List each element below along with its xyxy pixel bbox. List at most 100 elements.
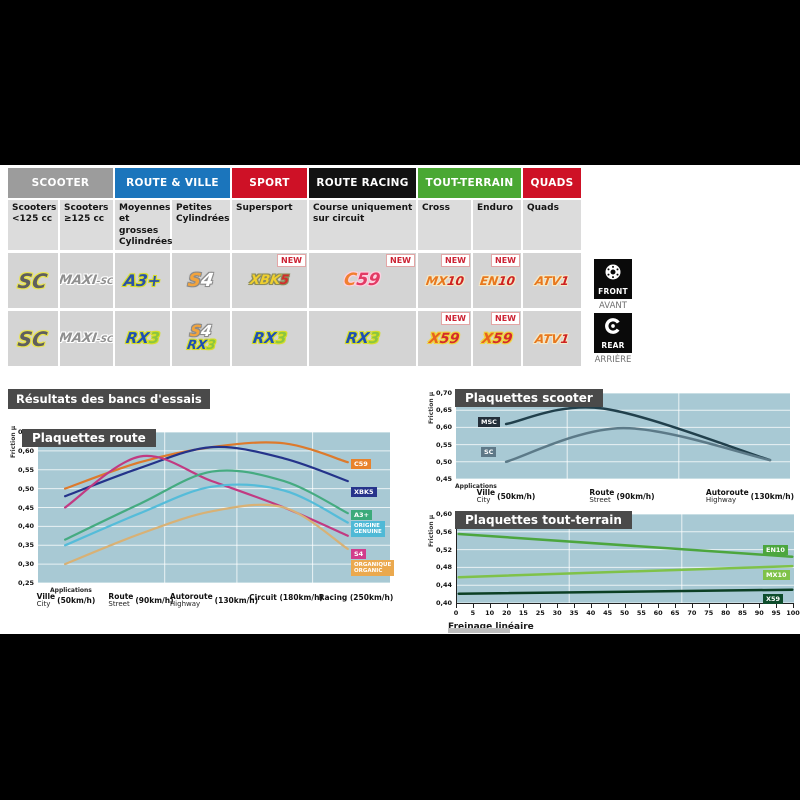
- x-tick-mark: [472, 603, 474, 608]
- y-tick-label: 0,30: [17, 560, 34, 569]
- x-tick-mark: [759, 603, 761, 608]
- series-label-s4: S4: [351, 549, 367, 560]
- tout-terrain-chart-title: Plaquettes tout-terrain: [455, 511, 632, 529]
- y-tick-label: 0,65: [435, 406, 452, 415]
- group-header-sport: SPORT: [232, 168, 307, 198]
- x-tick-label: 100: [786, 609, 800, 617]
- x-tick-mark: [793, 603, 794, 608]
- brake-disc-front-icon: [603, 262, 623, 286]
- rear-cell-scooters-125-cc: MAXI-SC: [60, 311, 113, 366]
- x-category-autoroute: Autoroute Highway (130km/h): [169, 592, 259, 608]
- front-cell-quads: ATV1: [523, 253, 581, 308]
- new-badge: NEW: [491, 312, 520, 325]
- series-label-c59: C59: [351, 459, 371, 470]
- scooter-chart-title: Plaquettes scooter: [455, 389, 603, 407]
- logo-atv1: ATV1: [534, 273, 570, 288]
- new-badge: NEW: [277, 254, 306, 267]
- front-cell-cross: NEW MX10: [418, 253, 471, 308]
- series-label-a3: A3+: [351, 510, 372, 521]
- route-chart-svg: [38, 432, 390, 583]
- x-tick-mark: [574, 603, 575, 608]
- x-tick-label: 20: [502, 609, 512, 617]
- logo-rx3: RX3: [344, 329, 381, 347]
- x-tick-label: 35: [569, 609, 579, 617]
- y-tick-label: 0,44: [435, 581, 452, 590]
- scooter-chart-plot: [456, 393, 790, 479]
- logo-xbk5: XBK5: [248, 273, 291, 288]
- x-tick-mark: [675, 603, 676, 608]
- brake-pad-application-table: SCOOTER ROUTE & VILLE SPORT ROUTE RACING TOU…: [8, 168, 601, 366]
- series-label-sc: SC: [481, 447, 497, 458]
- x-tick-label: 85: [737, 609, 748, 617]
- series-line-s4: [63, 454, 349, 537]
- group-header-route-racing: ROUTE RACING: [309, 168, 416, 198]
- series-label-msc: MSC: [478, 417, 500, 428]
- rear-cell-course-uniquement-sur-circuit: RX3: [309, 311, 416, 366]
- group-header-tout-terrain: TOUT-TERRAIN: [418, 168, 521, 198]
- x-category-route: Route Street (90km/h): [108, 592, 174, 608]
- x-tick-label: 70: [687, 609, 697, 617]
- subcategory-quads: Quads: [523, 200, 581, 250]
- x-tick-mark: [607, 603, 609, 608]
- logo-atv1: ATV1: [534, 331, 570, 346]
- series-label-en10: EN10: [763, 545, 788, 556]
- series-label-origine: ORIGINE GENUINE: [351, 521, 385, 537]
- rear-cell-quads: ATV1: [523, 311, 581, 366]
- x-tick-mark: [641, 603, 643, 608]
- x-tick-label: 25: [535, 609, 545, 617]
- gray-smudge: [448, 628, 510, 633]
- logo-rx3: RX3: [185, 337, 217, 353]
- subcategory-header-row: Scooters <125 cc Scooters ≥125 cc Moyennes…: [8, 200, 581, 250]
- rear-cell-moyennes-et-grosses-cylindr-es: RX3: [115, 311, 170, 366]
- logo-maxisc: MAXI-SC: [60, 331, 113, 346]
- x-category-route: Route Street (90km/h): [589, 488, 655, 504]
- x-tick-label: 90: [754, 609, 764, 617]
- subcategory-moyennes-et-grosses-cylindr-es: Moyennes et grosses Cylindrées: [115, 200, 173, 250]
- series-line-origine: [63, 483, 349, 547]
- logo-rx3: RX3: [124, 329, 161, 347]
- x-tick-label: 30: [552, 609, 562, 617]
- x-tick-mark: [540, 603, 542, 608]
- x-tick-mark: [590, 603, 592, 608]
- series-line-sc: [504, 426, 772, 464]
- rear-cell-enduro: NEW X59: [473, 311, 521, 366]
- group-header-route-ville: ROUTE & VILLE: [115, 168, 230, 198]
- series-label-x59: X59: [763, 594, 784, 605]
- category-header-row: SCOOTER ROUTE & VILLE SPORT ROUTE RACING TOU…: [8, 168, 581, 198]
- y-tick-label: 0,45: [435, 475, 452, 483]
- x-tick-label: 5: [470, 609, 476, 617]
- y-tick-label: 0,40: [17, 522, 34, 531]
- y-tick-label: 0,45: [17, 503, 34, 512]
- x-tick-mark: [708, 603, 710, 608]
- rear-axle-badge: REAR: [594, 313, 632, 353]
- x-tick-mark: [506, 603, 508, 608]
- x-tick-mark: [523, 603, 525, 608]
- logo-x59: X59: [428, 330, 461, 347]
- logo-sc: SC: [16, 268, 50, 293]
- scooter-applications-note: Applications: [455, 483, 497, 490]
- x-tick-mark: [776, 603, 778, 608]
- rear-cell-cross: NEW X59: [418, 311, 471, 366]
- x-tick-label: 75: [704, 609, 714, 617]
- new-badge: NEW: [441, 312, 470, 325]
- y-tick-label: 0,60: [435, 510, 452, 518]
- x-tick-mark: [456, 603, 457, 608]
- front-cell-petites-cylindr-es: S4: [172, 253, 230, 308]
- x-tick-label: 40: [586, 609, 596, 617]
- subcategory-scooters-125-cc: Scooters <125 cc: [8, 200, 58, 250]
- x-tick-mark: [658, 603, 660, 608]
- y-tick-label: 0,55: [435, 440, 452, 449]
- front-badge-label: FRONT: [598, 287, 628, 296]
- front-axle-badge: FRONT: [594, 259, 632, 299]
- route-applications-note: Applications: [50, 587, 92, 594]
- subcategory-cross: Cross: [418, 200, 471, 250]
- front-cell-supersport: NEW XBK5: [232, 253, 307, 308]
- y-tick-label: 0,55: [17, 465, 34, 474]
- y-tick-label: 0,48: [435, 563, 452, 572]
- front-badge-subtitle: AVANT: [599, 301, 627, 311]
- y-tick-label: 0,50: [435, 457, 452, 466]
- series-line-mx10: [457, 564, 794, 579]
- rear-cell-scooters-125-cc: SC: [8, 311, 58, 366]
- rear-badge-label: REAR: [601, 341, 625, 350]
- x-tick-label: 95: [771, 609, 781, 617]
